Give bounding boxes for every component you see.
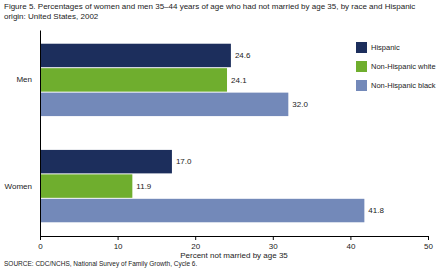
x-tick: 20 xyxy=(191,236,200,251)
bars xyxy=(40,44,364,223)
x-axis-title: Percent not married by age 35 xyxy=(180,251,288,260)
x-axis: 0 10 20 30 40 50 xyxy=(38,236,433,251)
legend: Hispanic Non-Hispanic white Non-Hispanic b… xyxy=(356,42,436,91)
bar xyxy=(40,199,364,222)
x-tick-label: 10 xyxy=(114,242,123,251)
legend-item: Non-Hispanic white xyxy=(356,61,436,72)
legend-label: Non-Hispanic white xyxy=(371,62,436,71)
data-label: 11.9 xyxy=(136,182,152,191)
x-tick-label: 20 xyxy=(191,242,200,251)
data-label: 24.1 xyxy=(231,76,247,85)
x-tick-mark xyxy=(350,236,351,240)
legend-item: Hispanic xyxy=(356,42,400,53)
x-axis-line xyxy=(41,237,429,241)
y-axis-line xyxy=(40,31,41,237)
title-line: origin: United States, 2002 xyxy=(4,12,99,21)
bar xyxy=(40,44,231,67)
bar xyxy=(40,68,227,91)
data-label: 32.0 xyxy=(292,100,308,109)
x-tick-label: 0 xyxy=(38,242,43,251)
legend-swatch xyxy=(356,80,367,91)
legend-swatch xyxy=(356,61,367,72)
x-tick: 50 xyxy=(424,236,433,251)
x-tick-label: 30 xyxy=(269,242,278,251)
x-tick-mark xyxy=(273,236,274,240)
x-tick: 0 xyxy=(38,236,43,251)
data-label: 24.6 xyxy=(235,51,251,60)
legend-label: Hispanic xyxy=(371,43,400,52)
x-tick-mark xyxy=(40,236,41,240)
source: SOURCE: CDC/NCHS, National Survey of Fam… xyxy=(4,260,197,268)
x-tick-label: 40 xyxy=(346,242,355,251)
bar xyxy=(40,150,172,173)
x-tick-label: 50 xyxy=(424,242,433,251)
y-tick-label: Men xyxy=(16,75,32,84)
plot: 24.6 17.0 24.1 11.9 32.0 41.8 0 10 20 30 40 50 Men Wo… xyxy=(5,31,434,261)
x-tick-mark xyxy=(428,236,429,240)
data-labels: 24.6 17.0 24.1 11.9 32.0 41.8 xyxy=(136,51,384,215)
y-tick-label: Women xyxy=(5,182,32,191)
y-axis: Men Women xyxy=(5,31,41,237)
title: Figure 5. Percentages of women and men 3… xyxy=(4,2,415,21)
x-tick: 30 xyxy=(269,236,278,251)
data-label: 41.8 xyxy=(368,206,384,215)
bar xyxy=(40,93,288,116)
x-tick: 10 xyxy=(114,236,123,251)
bar xyxy=(40,174,132,197)
x-tick-mark xyxy=(118,236,119,240)
chart: Figure 5. Percentages of women and men 3… xyxy=(0,0,440,269)
y-tick: Men xyxy=(16,75,40,84)
x-tick-mark xyxy=(195,236,196,240)
data-label: 17.0 xyxy=(176,157,192,166)
legend-swatch xyxy=(356,42,367,53)
title-line: Figure 5. Percentages of women and men 3… xyxy=(4,2,415,11)
x-tick: 40 xyxy=(346,236,355,251)
legend-label: Non-Hispanic black xyxy=(371,81,436,90)
y-tick: Women xyxy=(5,182,40,191)
legend-item: Non-Hispanic black xyxy=(356,80,436,91)
